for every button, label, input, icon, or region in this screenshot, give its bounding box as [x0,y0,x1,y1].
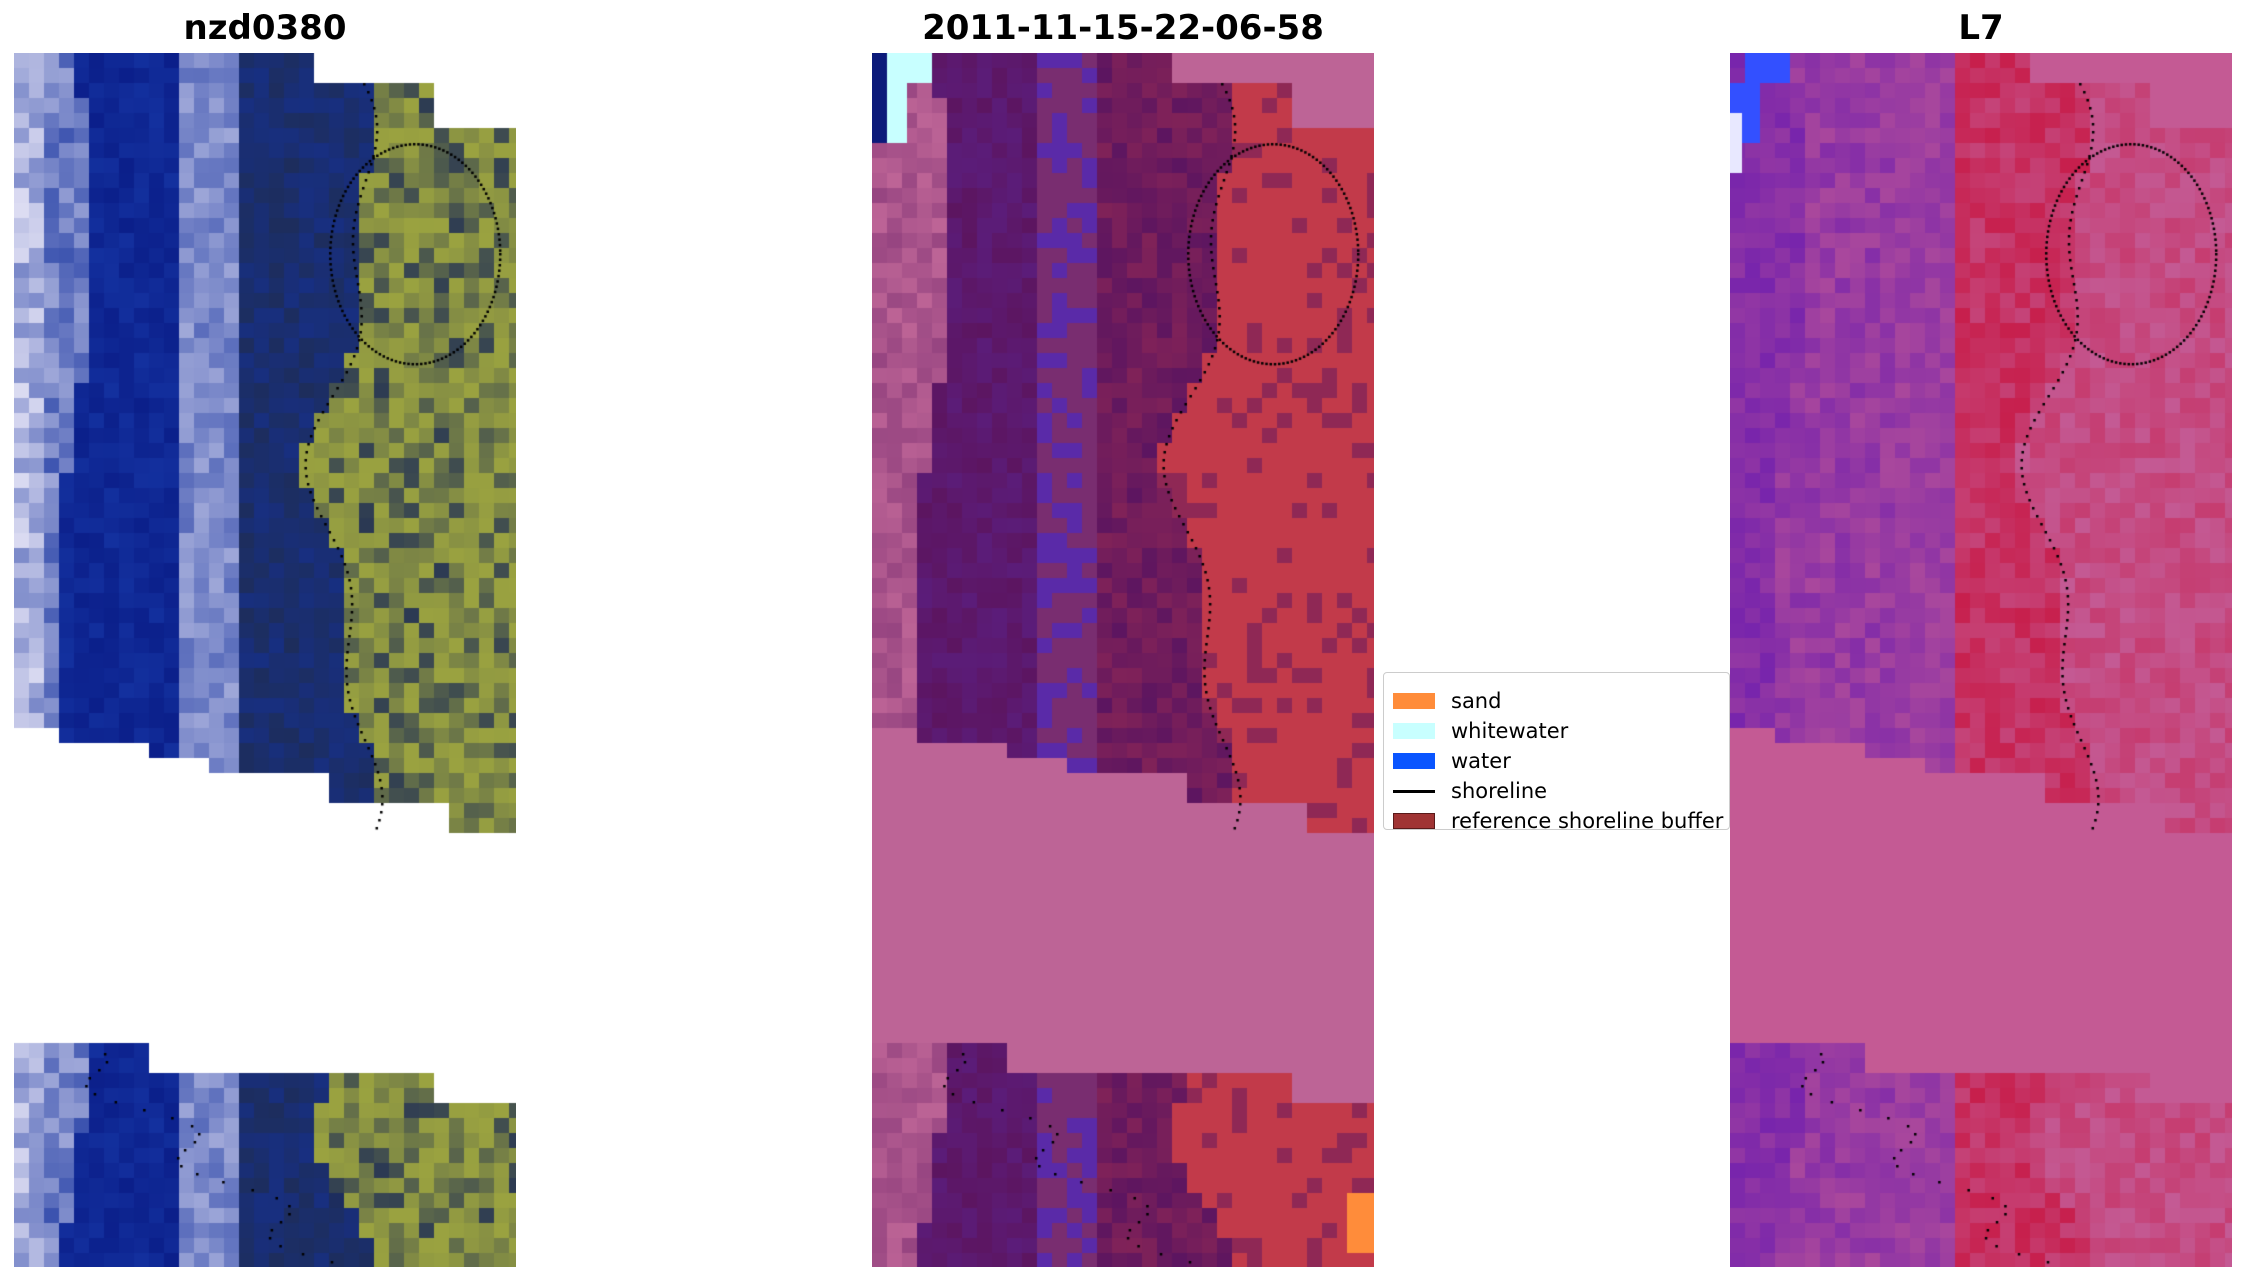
reference-buffer-swatch [1393,813,1435,829]
index-image [1730,53,2232,1267]
legend-item-shoreline: shoreline [1393,778,1547,804]
legend-item-sand: sand [1393,688,1501,714]
index-image-panel [1730,53,2232,1267]
legend-item-water: water [1393,748,1511,774]
sand-swatch [1393,693,1435,709]
legend-item-reference-shoreline-buffer: reference shoreline buffer [1393,808,1723,834]
water-swatch [1393,753,1435,769]
legend-label-shoreline: shoreline [1451,779,1548,803]
legend-label-reference-shoreline-buffer: reference shoreline buffer [1451,809,1724,833]
legend-label-water: water [1451,749,1511,773]
whitewater-swatch [1393,723,1435,739]
legend-label-sand: sand [1451,689,1502,713]
classified-image-panel [872,53,1374,1267]
rgb-image-panel [14,53,516,1267]
legend: sand whitewater water shoreline referenc… [1383,672,1730,833]
panel-title-index: L7 [1958,8,2004,48]
legend-label-whitewater: whitewater [1451,719,1569,743]
legend-item-whitewater: whitewater [1393,718,1568,744]
classified-image [872,53,1374,1267]
shoreline-line-swatch [1393,789,1435,793]
rgb-satellite-image [14,53,516,1267]
panel-title-classified: 2011-11-15-22-06-58 [922,8,1324,48]
panel-title-rgb: nzd0380 [183,8,347,48]
